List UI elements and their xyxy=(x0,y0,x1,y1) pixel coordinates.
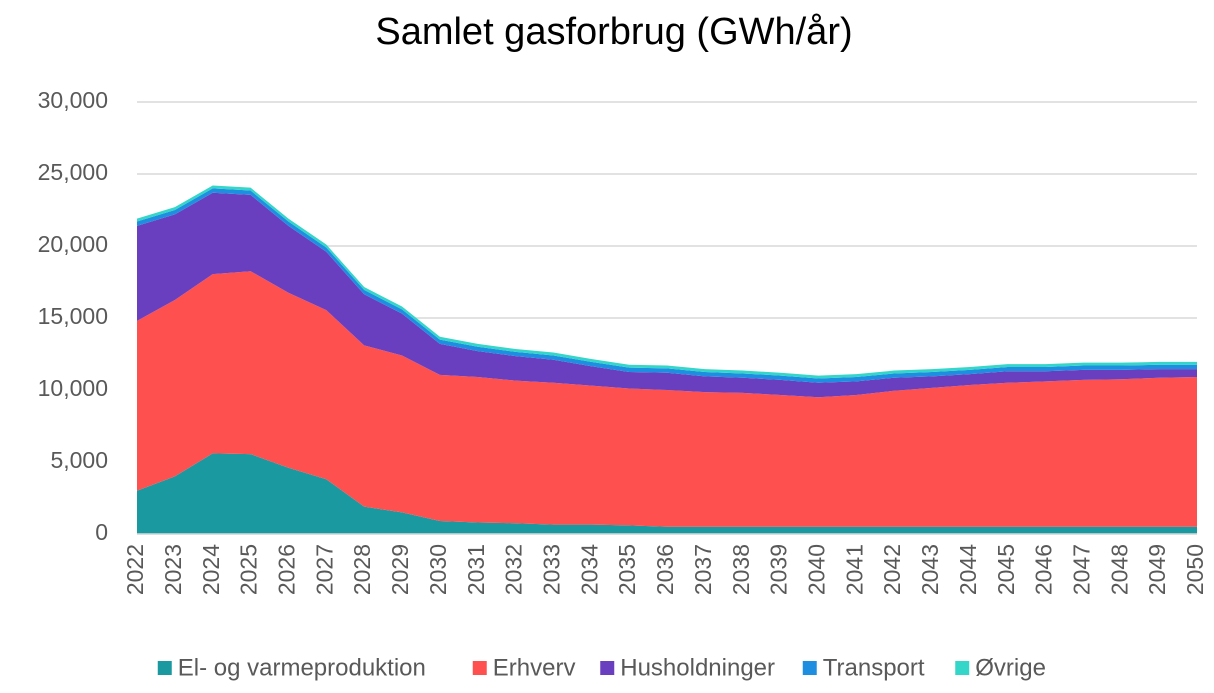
x-tick-label: 2049 xyxy=(1144,544,1170,595)
x-tick-label: 2043 xyxy=(917,544,943,595)
legend-label: Husholdninger xyxy=(620,654,775,681)
x-tick-label: 2037 xyxy=(690,544,716,595)
legend-swatch xyxy=(472,661,487,675)
x-tick-label: 2022 xyxy=(122,544,148,595)
area xyxy=(137,453,1197,534)
x-tick-label: 2026 xyxy=(274,544,300,595)
legend-label: Erhverv xyxy=(493,654,576,681)
chart-title: Samlet gasforbrug (GWh/år) xyxy=(375,11,852,53)
x-tick-label: 2031 xyxy=(463,544,489,595)
legend-swatch xyxy=(955,661,970,675)
x-tick-label: 2050 xyxy=(1182,544,1208,595)
legend-label: Transport xyxy=(823,654,925,681)
x-tick-label: 2032 xyxy=(501,544,527,595)
x-tick-label: 2036 xyxy=(652,544,678,595)
x-tick-label: 2038 xyxy=(728,544,754,595)
legend-swatch xyxy=(600,661,615,675)
y-tick-label: 5,000 xyxy=(50,447,108,473)
x-tick-label: 2044 xyxy=(955,544,981,595)
x-tick-label: 2045 xyxy=(993,544,1019,595)
legend-swatch xyxy=(802,661,817,675)
x-tick-label: 2048 xyxy=(1106,544,1132,595)
x-tick-label: 2040 xyxy=(804,544,830,595)
x-tick-label: 2025 xyxy=(236,544,262,595)
x-tick-label: 2029 xyxy=(387,544,413,595)
legend-swatch xyxy=(157,661,172,675)
y-tick-label: 0 xyxy=(95,519,108,545)
x-tick-label: 2047 xyxy=(1069,544,1095,595)
x-tick-label: 2023 xyxy=(160,544,186,595)
area xyxy=(137,192,1197,398)
y-tick-label: 25,000 xyxy=(38,159,108,185)
x-tick-label: 2046 xyxy=(1031,544,1057,595)
x-tick-label: 2034 xyxy=(576,544,602,595)
x-tick-label: 2035 xyxy=(614,544,640,595)
x-tick-label: 2027 xyxy=(311,544,337,595)
x-tick-label: 2042 xyxy=(879,544,905,595)
x-tick-label: 2024 xyxy=(198,544,224,595)
x-tick-label: 2030 xyxy=(425,544,451,595)
x-tick-label: 2041 xyxy=(841,544,867,595)
y-tick-label: 15,000 xyxy=(38,303,108,329)
x-tick-label: 2033 xyxy=(539,544,565,595)
area xyxy=(137,271,1197,527)
x-tick-label: 2039 xyxy=(766,544,792,595)
y-tick-label: 30,000 xyxy=(38,87,108,113)
y-tick-label: 10,000 xyxy=(38,375,108,401)
legend-label: El- og varmeproduktion xyxy=(178,654,426,681)
x-tick-label: 2028 xyxy=(349,544,375,595)
legend-label: Øvrige xyxy=(975,654,1046,681)
y-tick-label: 20,000 xyxy=(38,231,108,257)
